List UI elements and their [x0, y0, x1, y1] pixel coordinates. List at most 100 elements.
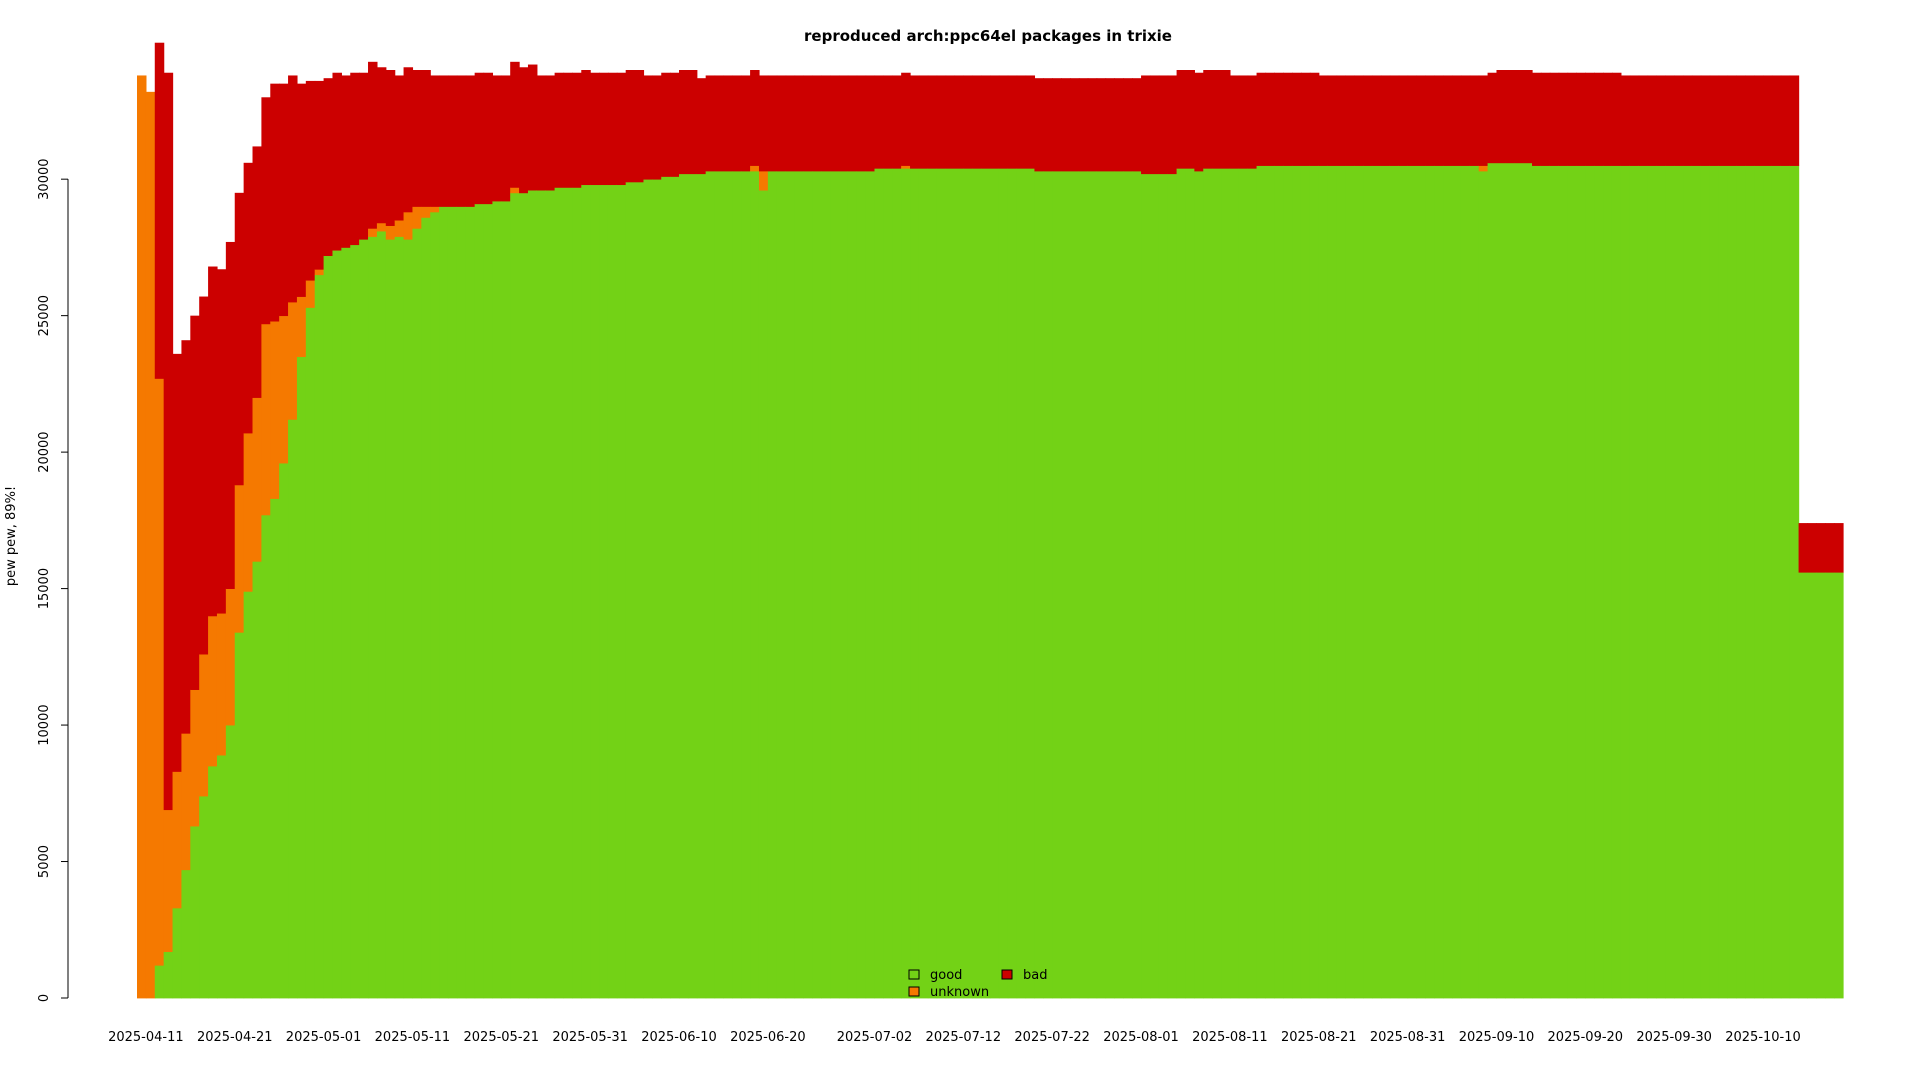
good-bar: [1478, 170, 1489, 999]
good-bar: [234, 632, 245, 999]
unknown-bar: [314, 269, 325, 276]
unknown-bar: [758, 170, 769, 191]
bad-bar: [359, 72, 369, 240]
good-bar: [288, 419, 298, 999]
x-tick-label: 2025-07-12: [926, 1030, 1002, 1045]
unknown-bar: [412, 206, 422, 229]
good-bar: [385, 239, 396, 999]
x-tick-label: 2025-04-21: [197, 1030, 273, 1045]
bad-bar: [945, 75, 956, 169]
good-bar: [812, 170, 822, 999]
bad-bar: [1638, 75, 1649, 166]
good-bar: [1247, 168, 1258, 999]
bad-bar: [279, 83, 289, 317]
good-bar: [670, 176, 680, 999]
good-bar: [865, 170, 876, 999]
bad-bar: [199, 296, 209, 655]
good-bar: [1389, 165, 1400, 999]
good-bar: [554, 187, 565, 999]
good-bar: [785, 170, 796, 999]
bad-bar: [1212, 70, 1222, 169]
bad-bar: [998, 75, 1009, 169]
good-bar: [199, 796, 209, 999]
legend-label-unknown: unknown: [930, 985, 989, 1000]
bad-bar: [927, 75, 938, 169]
x-tick-label: 2025-08-21: [1281, 1030, 1357, 1045]
bad-bar: [421, 70, 431, 207]
good-bar: [679, 173, 689, 999]
good-bar: [758, 190, 769, 999]
good-bar: [581, 184, 591, 999]
bad-bar: [563, 72, 573, 188]
bad-bar: [1372, 75, 1382, 166]
good-bar: [910, 168, 920, 999]
bad-bar: [723, 75, 733, 172]
good-bar: [1460, 165, 1471, 999]
good-bar: [1807, 572, 1817, 999]
bad-bar: [270, 83, 280, 322]
bad-bar: [616, 72, 627, 186]
bad-bar: [483, 72, 494, 205]
x-tick-label: 2025-05-11: [375, 1030, 451, 1045]
good-bar: [545, 190, 556, 999]
good-bar: [1398, 165, 1409, 999]
good-bar: [1025, 168, 1036, 999]
bad-bar: [1167, 75, 1178, 175]
y-axis-label: pew pew, 89%!: [4, 486, 19, 586]
good-bar: [652, 179, 662, 999]
good-bar: [1674, 165, 1684, 999]
good-bar: [590, 184, 600, 999]
good-bar: [1709, 165, 1720, 999]
good-bar: [1656, 165, 1666, 999]
bad-bar: [350, 72, 360, 246]
bad-bar: [1567, 72, 1578, 166]
good-bar: [1203, 168, 1213, 999]
unknown-bar: [208, 615, 218, 767]
good-bar: [1087, 170, 1098, 999]
bad-bar: [838, 75, 849, 172]
bad-bar: [1141, 75, 1151, 175]
y-tick-label: 0: [37, 994, 52, 1002]
bad-bar: [1229, 75, 1240, 169]
bad-bar: [314, 80, 325, 270]
bad-bar: [545, 75, 556, 191]
bad-bar: [1540, 72, 1551, 166]
bad-bar: [376, 67, 387, 224]
bad-bar: [1700, 75, 1711, 166]
unknown-bar: [403, 211, 414, 240]
bad-bar: [1780, 75, 1791, 166]
good-bar: [1336, 165, 1347, 999]
good-bar: [1238, 168, 1249, 999]
bad-bar: [1585, 72, 1595, 166]
bad-bar: [981, 75, 991, 169]
good-bar: [1834, 572, 1844, 999]
good-bar: [1078, 170, 1089, 999]
good-bar: [1754, 165, 1764, 999]
bad-bar: [1416, 75, 1426, 166]
good-bar: [563, 187, 573, 999]
bad-bar: [785, 75, 796, 172]
good-bar: [936, 168, 947, 999]
unknown-bar: [421, 206, 431, 218]
bad-bar: [856, 75, 867, 172]
good-bar: [1185, 168, 1195, 999]
good-bar: [1638, 165, 1649, 999]
bad-bar: [1443, 75, 1453, 166]
unknown-bar: [296, 296, 307, 357]
good-bar: [1096, 170, 1107, 999]
bad-bar: [1434, 75, 1444, 166]
good-bar: [634, 181, 645, 999]
good-bar: [918, 168, 929, 999]
good-bar: [1558, 165, 1569, 999]
good-bar: [332, 250, 342, 999]
y-tick-label: 15000: [37, 568, 52, 609]
good-bar: [927, 168, 938, 999]
good-bar: [323, 255, 334, 999]
bad-bar: [1247, 75, 1258, 169]
unknown-bar: [261, 323, 271, 516]
bad-bar: [581, 70, 591, 186]
unknown-bar: [1478, 165, 1489, 172]
good-bar: [572, 187, 582, 999]
